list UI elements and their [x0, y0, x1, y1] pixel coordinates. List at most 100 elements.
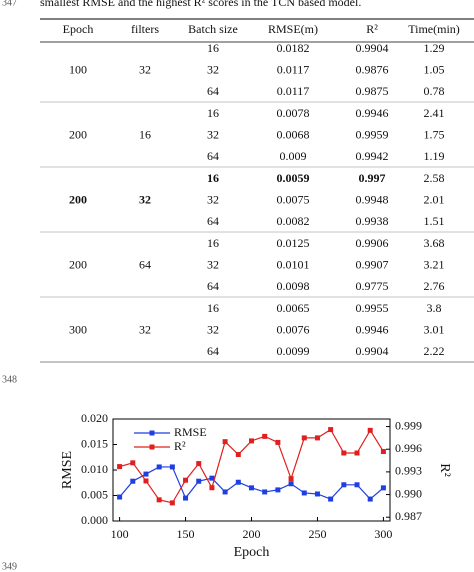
table-cell: 0.9775: [356, 279, 389, 293]
table-cell: 0.009: [280, 149, 307, 163]
data-point: [301, 490, 307, 496]
data-point: [130, 460, 136, 466]
table-cell: 16: [207, 236, 219, 250]
table-cell: 32: [139, 62, 151, 76]
data-point: [380, 485, 386, 491]
data-point: [156, 497, 162, 503]
column-header: R²: [366, 22, 378, 36]
y-tick-label: 0.010: [81, 462, 108, 476]
table-cell: 1.29: [424, 41, 445, 55]
column-header: RMSE(m): [268, 22, 318, 36]
table-cell: 32: [207, 322, 219, 336]
table-cell: 1.05: [424, 62, 445, 76]
data-point: [117, 494, 123, 500]
table-cell: 0.0125: [277, 236, 310, 250]
y-tick-label: 0.000: [81, 513, 108, 527]
table-cell: 0.9904: [356, 344, 389, 358]
table-cell: 0.0101: [277, 257, 310, 271]
table-cell: 0.9875: [356, 84, 389, 98]
y-tick-label: 0.015: [81, 436, 108, 450]
data-point: [314, 491, 320, 497]
data-point: [143, 471, 149, 477]
data-point: [222, 439, 228, 445]
table-cell: 3.21: [424, 257, 445, 271]
x-tick-label: 150: [177, 527, 195, 541]
table-cell: 0.0076: [277, 322, 310, 336]
legend-label: RMSE: [174, 425, 207, 439]
table-cell: 32: [207, 192, 219, 206]
table-cell: 100: [69, 62, 87, 76]
column-header: Time(min): [408, 22, 460, 36]
data-point: [328, 427, 334, 433]
data-point: [196, 478, 202, 484]
table-cell: 2.58: [424, 171, 445, 185]
y2-tick-label: 0.999: [395, 418, 422, 432]
data-point: [354, 482, 360, 488]
y-axis-label: RMSE: [60, 451, 75, 489]
data-point: [143, 478, 149, 484]
table-cell: 0.9948: [356, 192, 389, 206]
table-cell: 0.0059: [277, 171, 310, 185]
data-point: [341, 450, 347, 456]
x-axis-label: Epoch: [234, 545, 270, 560]
data-point: [209, 485, 215, 491]
x-tick-label: 250: [308, 527, 326, 541]
table-cell: 16: [207, 301, 219, 315]
data-point: [262, 433, 268, 439]
table-cell: 32: [139, 322, 151, 336]
data-point: [156, 464, 162, 470]
y2-tick-label: 0.996: [395, 441, 422, 455]
table-cell: 200: [69, 257, 87, 271]
data-point: [169, 464, 175, 470]
table-cell: 1.51: [424, 214, 445, 228]
data-point: [301, 435, 307, 441]
data-point: [249, 438, 254, 444]
table-cell: 32: [207, 257, 219, 271]
table-cell: 64: [207, 84, 219, 98]
data-point: [367, 427, 373, 433]
x-tick-label: 100: [111, 527, 129, 541]
legend-label: R²: [174, 439, 186, 453]
table-cell: 2.41: [424, 106, 445, 120]
legend-marker: [149, 430, 155, 436]
column-header: Batch size: [188, 22, 238, 36]
data-point: [314, 435, 320, 441]
line-number: 347: [2, 0, 17, 8]
table-cell: 2.22: [424, 344, 445, 358]
table-cell: 0.0082: [277, 214, 310, 228]
data-point: [169, 500, 175, 506]
table-cell: 32: [207, 62, 219, 76]
legend-marker: [149, 444, 155, 450]
data-point: [183, 477, 189, 483]
table-cell: 0.78: [424, 84, 445, 98]
data-point: [341, 482, 347, 488]
data-point: [262, 489, 268, 495]
table-cell: 300: [69, 322, 87, 336]
table-cell: 3.68: [424, 236, 445, 250]
table-cell: 0.9906: [356, 236, 389, 250]
column-header: Epoch: [63, 22, 94, 36]
data-point: [367, 496, 373, 502]
line-number: 349: [2, 561, 17, 572]
table-cell: 200: [69, 192, 87, 206]
data-point: [235, 452, 241, 458]
table-cell: 64: [207, 149, 219, 163]
table-cell: 0.0117: [277, 84, 310, 98]
table-cell: 64: [139, 257, 151, 271]
y2-tick-label: 0.987: [395, 509, 422, 523]
table-cell: 0.0117: [277, 62, 310, 76]
table-cell: 0.9959: [356, 127, 389, 141]
table-cell: 3.01: [424, 322, 445, 336]
table-cell: 0.9938: [356, 214, 389, 228]
data-point: [235, 479, 241, 485]
table-cell: 3.8: [427, 301, 442, 315]
table-cell: 0.9942: [356, 149, 389, 163]
y2-axis-label: R²: [437, 463, 452, 477]
table-cell: 0.0075: [277, 192, 310, 206]
table-cell: 32: [207, 127, 219, 141]
data-point: [249, 485, 254, 491]
data-point: [288, 476, 294, 482]
table-cell: 0.0099: [277, 344, 310, 358]
table-cell: 64: [207, 214, 219, 228]
